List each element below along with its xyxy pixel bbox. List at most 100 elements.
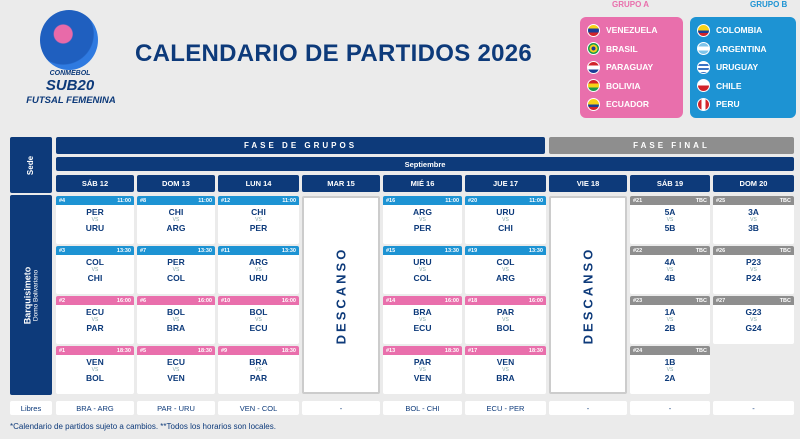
match-time: 18:30 [197, 347, 212, 354]
team-name: BRASIL [606, 43, 638, 54]
match-header-bar: #9 18:30 [218, 346, 299, 355]
match-header-bar: #22 TBC [630, 246, 710, 255]
match-header-bar: #10 16:00 [218, 296, 299, 305]
vs-label: VS [419, 367, 426, 373]
home-team: P23 [745, 257, 762, 267]
away-team: ECU [413, 323, 432, 333]
match-number: #9 [221, 347, 228, 354]
match-card: #5 18:30 ECU VS VEN [137, 346, 215, 394]
descanso-label: DESCANSO [333, 246, 349, 344]
fase-final-header: FASE FINAL [549, 137, 794, 154]
match-card: #17 18:30 VEN VS BRA [465, 346, 546, 394]
descanso-label: DESCANSO [580, 246, 596, 344]
libres-cell: - [302, 401, 380, 415]
match-header-bar: #7 13:30 [137, 246, 215, 255]
day-header: VIE 18 [549, 175, 627, 192]
match-time: 11:00 [529, 197, 543, 204]
match-time: 11:00 [445, 197, 459, 204]
match-number: #7 [140, 247, 147, 254]
home-team: CHI [251, 207, 266, 217]
match-time: 13:30 [528, 247, 543, 254]
footer-note: *Calendario de partidos sujeto a cambios… [10, 422, 276, 431]
vs-label: VS [502, 367, 509, 373]
match-number: #25 [716, 197, 726, 204]
team-name: BOLIVIA [606, 80, 641, 91]
flag-icon [587, 97, 600, 111]
match-number: #3 [59, 247, 66, 254]
home-team: COL [496, 257, 515, 267]
day-header: JUE 17 [465, 175, 546, 192]
libres-cell: - [630, 401, 710, 415]
match-number: #15 [386, 247, 396, 254]
home-team: VEN [86, 357, 104, 367]
match-time: 13:30 [116, 247, 131, 254]
away-team: BOL [496, 323, 515, 333]
match-header-bar: #27 TBC [713, 296, 794, 305]
match-header-bar: #1 18:30 [56, 346, 134, 355]
vs-label: VS [255, 267, 262, 273]
away-team: CHI [87, 273, 103, 283]
group-a-team-ecuador: ECUADOR [580, 95, 683, 114]
group-a-team-venezuela: VENEZUELA [580, 21, 683, 40]
match-number: #20 [468, 197, 478, 204]
libres-label: Libres [10, 401, 52, 415]
away-team: BRA [166, 323, 186, 333]
match-card: #27 TBC G23 VS G24 [713, 296, 794, 344]
team-name: PARAGUAY [606, 62, 654, 73]
home-team: ARG [413, 207, 432, 217]
match-time: 18:30 [528, 347, 543, 354]
away-team: VEN [167, 373, 185, 383]
match-header-bar: #14 16:00 [383, 296, 462, 305]
home-team: PER [86, 207, 104, 217]
match-card: #23 TBC 1A VS 2B [630, 296, 710, 344]
match-card: #11 13:30 ARG VS URU [218, 246, 299, 294]
day-header: DOM 13 [137, 175, 215, 192]
sede-label: Sede [26, 155, 36, 175]
home-team: PER [167, 257, 185, 267]
vs-label: VS [419, 267, 426, 273]
away-team: COL [413, 273, 432, 283]
home-team: PAR [496, 307, 515, 317]
match-card: #10 16:00 BOL VS ECU [218, 296, 299, 344]
away-team: BRA [496, 373, 515, 383]
vs-label: VS [419, 317, 426, 323]
match-header-bar: #13 18:30 [383, 346, 462, 355]
match-number: #18 [468, 297, 478, 304]
libres-cell: BRA - ARG [56, 401, 134, 415]
vs-label: VS [91, 317, 99, 323]
match-time: TBC [779, 197, 791, 204]
away-team: PAR [249, 373, 268, 383]
match-time: TBC [695, 347, 707, 354]
away-team: PER [249, 223, 268, 233]
away-team: CHI [498, 223, 513, 233]
vs-label: VS [666, 217, 674, 223]
match-number: #1 [59, 347, 66, 354]
home-team: CHI [168, 207, 184, 217]
match-time: 13:30 [281, 247, 296, 254]
match-header-bar: #19 13:30 [465, 246, 546, 255]
vs-label: VS [502, 317, 509, 323]
home-team: BOL [249, 307, 268, 317]
home-team: 4A [664, 257, 676, 267]
match-card: #24 TBC 1B VS 2A [630, 346, 710, 394]
home-team: BRA [413, 307, 432, 317]
match-number: #4 [59, 197, 66, 204]
away-team: PER [413, 223, 432, 233]
match-time: 18:30 [281, 347, 296, 354]
match-number: #5 [140, 347, 147, 354]
away-team: 3B [748, 223, 759, 233]
match-card: #14 16:00 BRA VS ECU [383, 296, 462, 344]
flag-icon [697, 60, 710, 74]
away-team: 5B [664, 223, 676, 233]
match-card: #21 TBC 5A VS 5B [630, 196, 710, 244]
match-number: #14 [386, 297, 396, 304]
match-number: #11 [221, 247, 230, 254]
home-team: 5A [664, 207, 676, 217]
home-team: URU [496, 207, 515, 217]
match-header-bar: #2 16:00 [56, 296, 134, 305]
libres-cell: - [549, 401, 627, 415]
vs-label: VS [172, 317, 180, 323]
away-team: ARG [496, 273, 515, 283]
vs-label: VS [255, 367, 262, 373]
home-team: BRA [249, 357, 268, 367]
